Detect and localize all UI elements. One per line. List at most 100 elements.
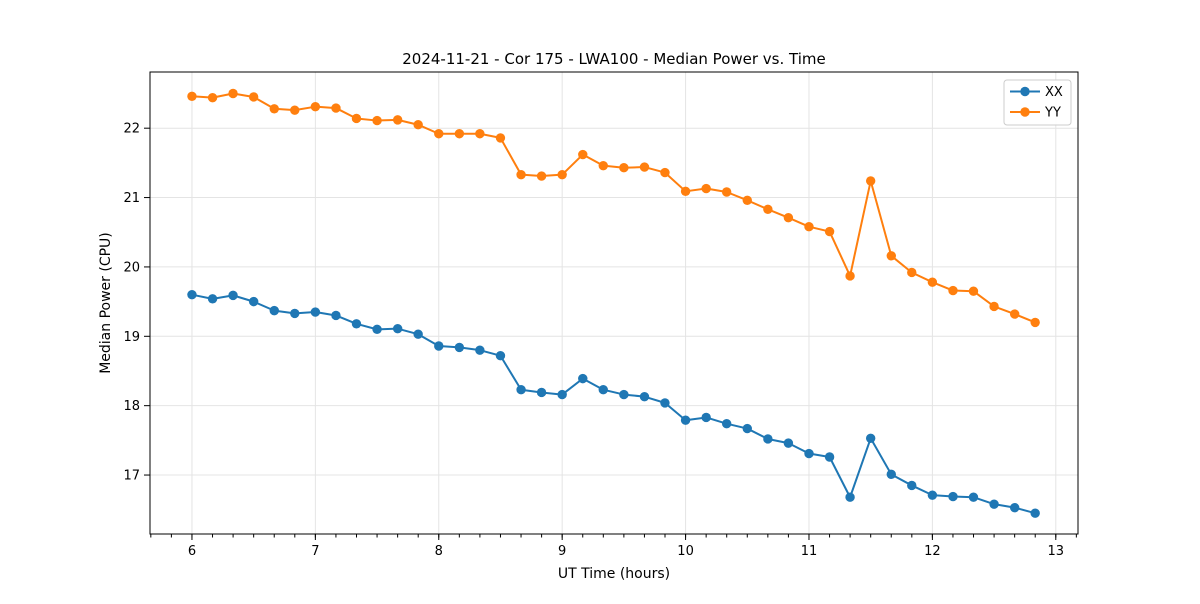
series-XX-marker xyxy=(372,324,382,335)
y-tick-label: 19 xyxy=(123,330,140,345)
legend-item-label: YY xyxy=(1044,106,1061,121)
series-XX-marker xyxy=(804,448,814,459)
series-YY-marker xyxy=(536,171,547,181)
series-YY-marker xyxy=(989,301,999,312)
series-YY-marker xyxy=(1009,309,1020,319)
series-XX-marker xyxy=(331,310,341,321)
series-XX-marker xyxy=(536,387,547,398)
x-tick-label: 8 xyxy=(435,544,443,559)
series-YY-marker xyxy=(331,103,341,113)
series-YY-marker xyxy=(207,92,218,103)
series-XX-marker xyxy=(557,389,567,400)
series-YY-marker xyxy=(886,251,896,261)
series-YY-marker xyxy=(392,115,403,125)
series-YY-marker xyxy=(927,277,938,287)
series-XX-marker xyxy=(742,423,752,434)
y-tick-label: 18 xyxy=(123,399,140,414)
series-YY-marker xyxy=(680,186,691,197)
series-YY-marker xyxy=(701,183,711,194)
x-tick-label: 7 xyxy=(311,544,319,559)
series-YY-marker xyxy=(310,101,321,112)
x-axis-label: UT Time (hours) xyxy=(558,566,670,582)
series-XX-marker xyxy=(948,491,958,502)
series-YY-marker xyxy=(516,169,526,180)
legend-box: XX YY xyxy=(1003,79,1072,126)
series-YY-marker xyxy=(763,204,773,215)
series-YY-marker xyxy=(968,286,979,296)
series-YY-marker xyxy=(454,129,465,139)
x-tick-label: 6 xyxy=(188,544,196,559)
series-XX-marker xyxy=(454,342,465,353)
series-YY-marker xyxy=(290,105,300,115)
series-XX-marker xyxy=(721,419,732,429)
series-XX-marker xyxy=(639,391,650,402)
series-XX-marker xyxy=(968,492,979,502)
series-XX-marker xyxy=(413,329,423,339)
series-YY-marker xyxy=(598,160,608,171)
legend-sample-marker xyxy=(1020,86,1030,97)
series-YY-marker xyxy=(1030,317,1040,328)
series-YY-marker xyxy=(845,271,855,281)
series-YY-marker xyxy=(660,167,670,178)
series-XX-line xyxy=(191,293,1036,515)
series-YY-marker xyxy=(907,267,917,278)
series-XX-marker xyxy=(783,438,794,448)
series-XX-marker xyxy=(310,307,321,317)
series-XX-marker xyxy=(290,308,300,319)
x-tick-label: 13 xyxy=(1048,544,1065,559)
series-YY-marker xyxy=(783,212,794,223)
series-YY-marker xyxy=(475,129,485,139)
series-XX-marker xyxy=(578,373,588,384)
x-tick-label: 10 xyxy=(677,544,694,559)
grid-layer xyxy=(150,72,1078,534)
chart-title: 2024-11-21 - Cor 175 - LWA100 - Median P… xyxy=(402,50,826,68)
series-XX-marker xyxy=(207,294,218,304)
series-YY-marker xyxy=(639,162,650,172)
series-YY-marker xyxy=(372,115,382,126)
series-XX-marker xyxy=(907,480,917,491)
x-tick-label: 9 xyxy=(558,544,566,559)
series-YY-marker xyxy=(187,91,197,101)
series-YY-marker xyxy=(721,187,732,197)
series-XX-marker xyxy=(865,433,876,443)
series-XX-marker xyxy=(516,385,526,395)
series-XX-marker xyxy=(269,305,279,316)
series-YY-marker xyxy=(865,176,876,186)
series-XX-marker xyxy=(845,492,855,502)
series-XX-marker xyxy=(886,469,896,480)
series-XX-marker xyxy=(434,341,444,351)
series-YY-marker xyxy=(948,285,958,296)
series-XX-marker xyxy=(392,323,403,334)
series-YY-marker xyxy=(351,113,362,124)
series-XX-marker xyxy=(598,385,608,395)
series-YY-marker xyxy=(804,221,814,232)
series-YY-marker xyxy=(434,129,444,139)
series-YY-marker xyxy=(742,195,752,206)
series-XX-marker xyxy=(187,289,197,300)
series-XX-marker xyxy=(1030,508,1040,518)
y-tick-label: 17 xyxy=(123,469,140,484)
y-tick-label: 22 xyxy=(123,122,140,137)
series-XX-marker xyxy=(680,415,691,425)
series-XX-marker xyxy=(989,499,999,509)
plot-border xyxy=(149,71,1079,535)
series-XX-marker xyxy=(927,490,938,500)
series-YY-marker xyxy=(557,169,567,180)
series-YY-marker xyxy=(619,163,629,173)
series-YY-marker xyxy=(228,88,238,99)
series-XX-marker xyxy=(228,290,238,301)
series-XX-marker xyxy=(619,389,629,400)
series-YY-marker xyxy=(269,104,279,114)
legend-item-label: XX xyxy=(1045,85,1063,100)
series-XX-marker xyxy=(824,452,835,462)
series-layer xyxy=(187,88,1040,518)
x-tick-label: 12 xyxy=(924,544,941,559)
series-XX-marker xyxy=(660,398,670,408)
tick-layer: 6 7 8 9 10 11 12 13 17 18 19 20 21 22 xyxy=(123,122,1077,559)
series-XX-marker xyxy=(495,351,506,361)
series-YY-marker xyxy=(578,149,588,160)
series-XX-marker xyxy=(1009,502,1020,513)
series-XX-marker xyxy=(475,345,485,355)
